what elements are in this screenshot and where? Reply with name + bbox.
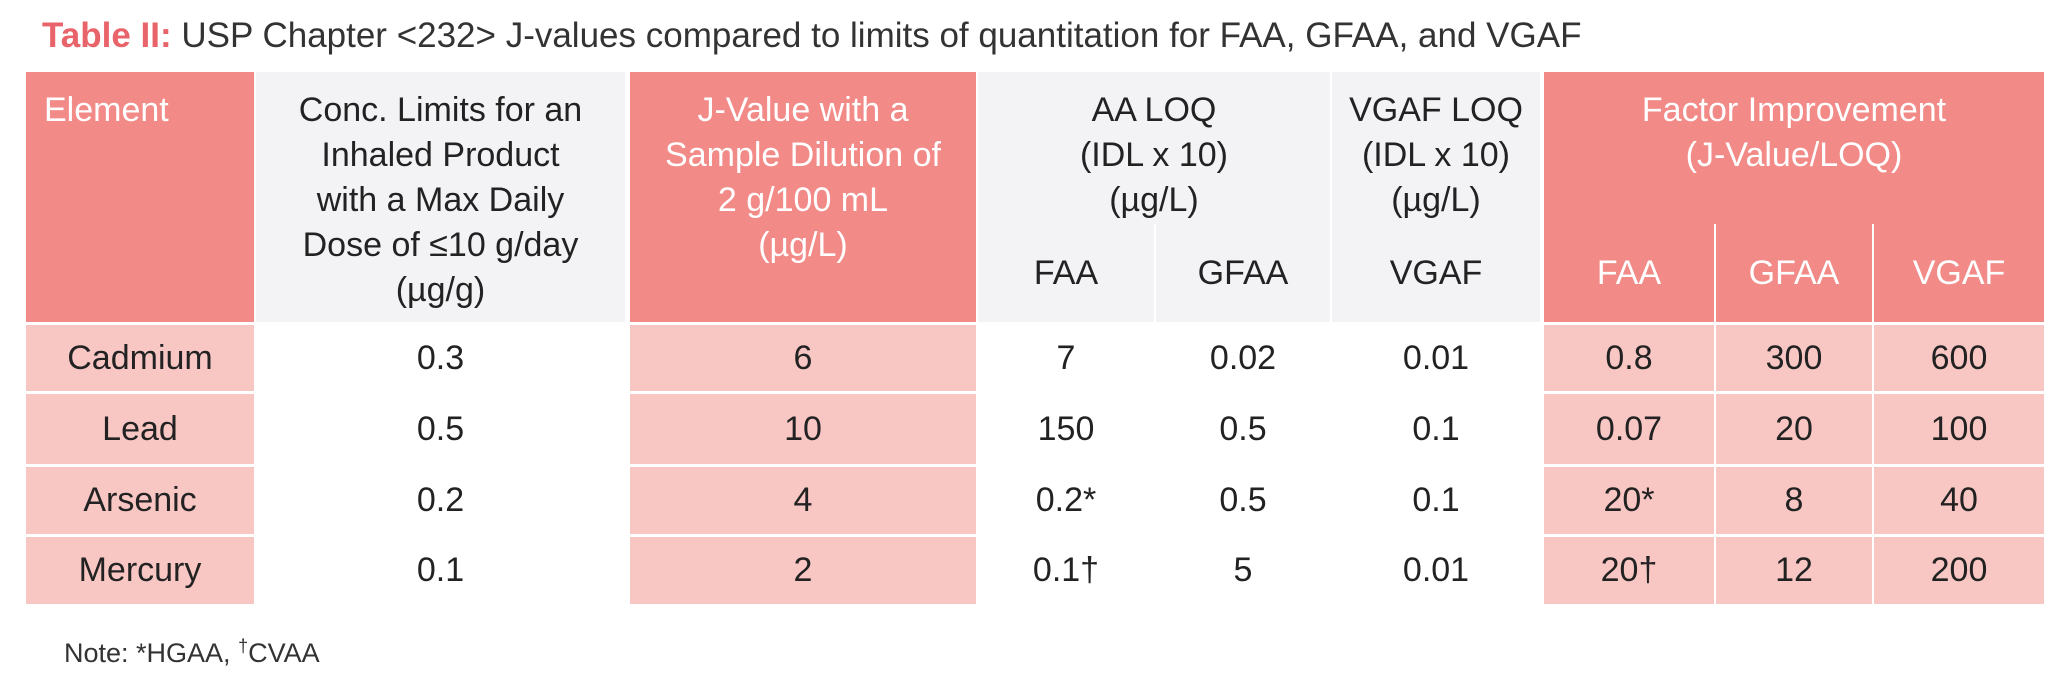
subheader-aa-faa: FAA	[978, 224, 1154, 322]
cell-element: Arsenic	[26, 467, 254, 534]
subheader-vgaf: VGAF	[1332, 224, 1540, 322]
cell-jvalue: 6	[630, 325, 976, 391]
cell-factor-gfaa: 20	[1716, 394, 1872, 464]
header-element: Element	[26, 72, 254, 322]
header-aa-loq: AA LOQ (IDL x 10) (µg/L)	[978, 72, 1330, 224]
cell-vgaf: 0.1	[1332, 467, 1540, 534]
subheader-factor-gfaa: GFAA	[1716, 224, 1872, 322]
header-vgaf-loq: VGAF LOQ (IDL x 10) (µg/L)	[1332, 72, 1540, 224]
cell-jvalue: 10	[630, 394, 976, 464]
cell-factor-faa: 20†	[1544, 537, 1714, 604]
cell-element: Mercury	[26, 537, 254, 604]
cell-factor-faa: 20*	[1544, 467, 1714, 534]
cell-jvalue: 4	[630, 467, 976, 534]
cell-factor-gfaa: 8	[1716, 467, 1872, 534]
table-caption: USP Chapter <232> J-values compared to l…	[181, 16, 1582, 55]
cell-aa-faa: 0.2*	[978, 467, 1154, 534]
cell-aa-gfaa: 0.5	[1156, 394, 1330, 464]
data-table: Element Conc. Limits for an Inhaled Prod…	[26, 72, 2044, 604]
cell-conc: 0.3	[256, 325, 625, 391]
cell-aa-gfaa: 0.02	[1156, 325, 1330, 391]
cell-vgaf: 0.01	[1332, 537, 1540, 604]
cell-factor-faa: 0.07	[1544, 394, 1714, 464]
cell-aa-faa: 7	[978, 325, 1154, 391]
cell-factor-vgaf: 200	[1874, 537, 2044, 604]
subheader-aa-gfaa: GFAA	[1156, 224, 1330, 322]
cell-element: Lead	[26, 394, 254, 464]
table-note: Note: *HGAA, †CVAA	[64, 636, 320, 668]
table-title: Table II: USP Chapter <232> J-values com…	[42, 16, 1581, 56]
header-factor-improvement: Factor Improvement (J-Value/LOQ)	[1544, 72, 2044, 224]
cell-aa-gfaa: 5	[1156, 537, 1330, 604]
cell-aa-faa: 0.1†	[978, 537, 1154, 604]
cell-factor-vgaf: 100	[1874, 394, 2044, 464]
cell-jvalue: 2	[630, 537, 976, 604]
cell-aa-faa: 150	[978, 394, 1154, 464]
cell-conc: 0.1	[256, 537, 625, 604]
cell-conc: 0.2	[256, 467, 625, 534]
cell-factor-gfaa: 12	[1716, 537, 1872, 604]
cell-aa-gfaa: 0.5	[1156, 467, 1330, 534]
cell-vgaf: 0.1	[1332, 394, 1540, 464]
cell-factor-vgaf: 40	[1874, 467, 2044, 534]
header-conc-limits: Conc. Limits for an Inhaled Product with…	[256, 72, 625, 322]
cell-conc: 0.5	[256, 394, 625, 464]
cell-element: Cadmium	[26, 325, 254, 391]
cell-factor-vgaf: 600	[1874, 325, 2044, 391]
subheader-factor-faa: FAA	[1544, 224, 1714, 322]
subheader-factor-vgaf: VGAF	[1874, 224, 2044, 322]
table-label: Table II:	[42, 16, 172, 55]
cell-factor-faa: 0.8	[1544, 325, 1714, 391]
cell-factor-gfaa: 300	[1716, 325, 1872, 391]
cell-vgaf: 0.01	[1332, 325, 1540, 391]
header-j-value: J-Value with a Sample Dilution of 2 g/10…	[630, 72, 976, 322]
